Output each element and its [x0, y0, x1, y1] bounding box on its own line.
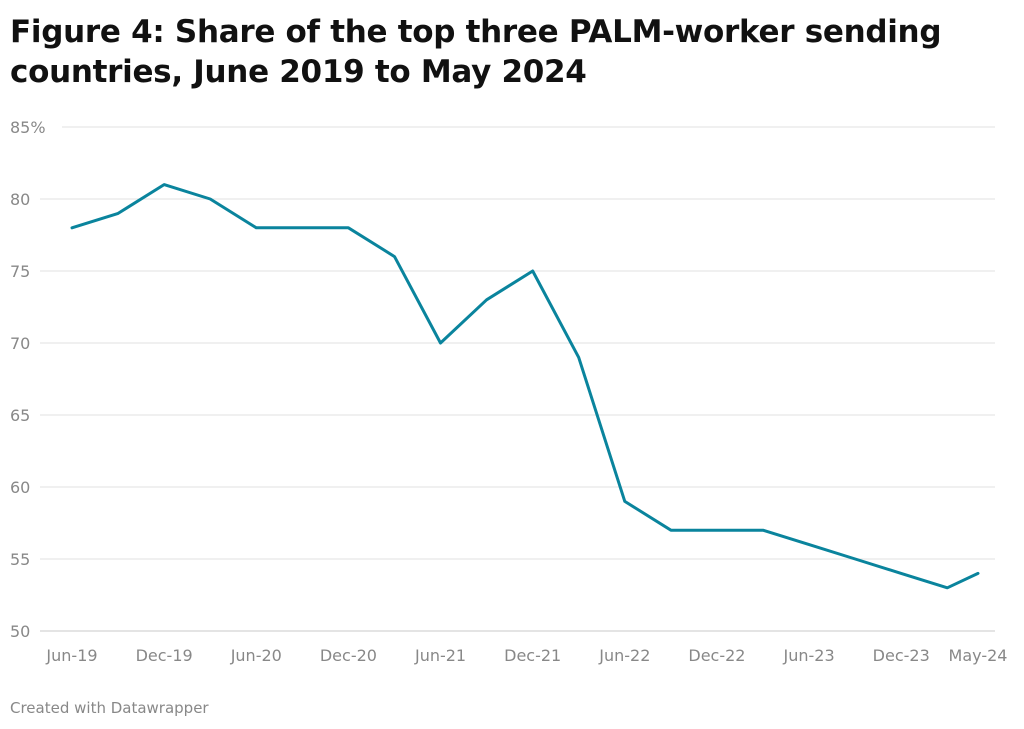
y-tick-label: 55 [10, 550, 30, 569]
y-tick-label: 65 [10, 406, 30, 425]
x-tick-label: Jun-23 [783, 646, 835, 665]
x-tick-label: Dec-20 [320, 646, 377, 665]
x-tick-label: Dec-22 [688, 646, 745, 665]
y-tick-label: 75 [10, 262, 30, 281]
x-tick-label: Jun-21 [414, 646, 466, 665]
x-tick-label: Jun-19 [45, 646, 97, 665]
x-tick-label: May-24 [949, 646, 1008, 665]
series-line [70, 183, 980, 590]
chart-title: Figure 4: Share of the top three PALM-wo… [10, 14, 942, 90]
x-tick-label: Jun-20 [230, 646, 282, 665]
x-tick-label: Jun-22 [598, 646, 650, 665]
y-tick-label: 80 [10, 190, 30, 209]
y-tick-label: 60 [10, 478, 30, 497]
x-tick-label: Dec-19 [136, 646, 193, 665]
credit-footer: Created with Datawrapper [10, 699, 209, 717]
x-tick-label: Dec-21 [504, 646, 561, 665]
x-tick-label: Dec-23 [873, 646, 930, 665]
y-tick-label: 50 [10, 622, 30, 641]
y-tick-label: 70 [10, 334, 30, 353]
y-tick-label: 85% [10, 118, 46, 137]
